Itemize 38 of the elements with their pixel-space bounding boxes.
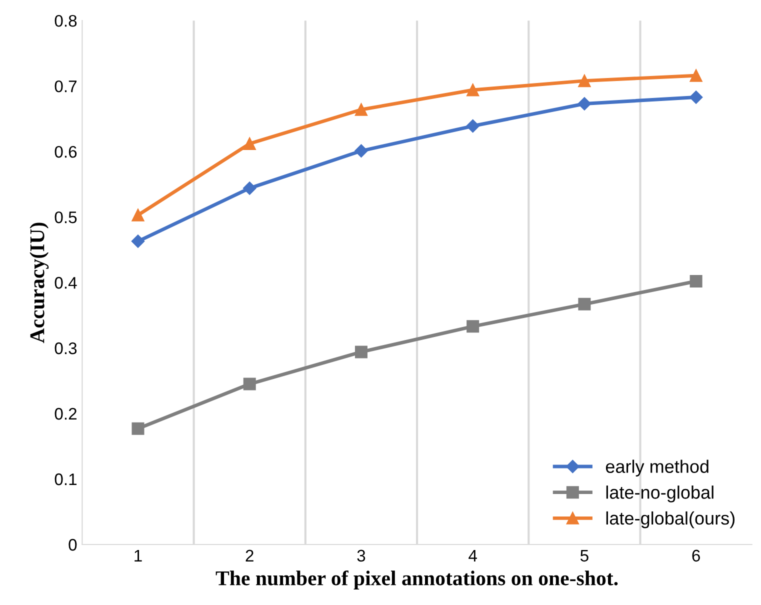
y-tick-label: 0: [68, 538, 77, 551]
point: [132, 422, 144, 435]
point: [243, 378, 256, 390]
point: [689, 90, 703, 104]
y-tick-label: 0.8: [54, 14, 77, 27]
point: [354, 144, 368, 158]
point: [466, 119, 480, 133]
x-tick-label: 3: [357, 550, 366, 562]
y-tick-label: 0.6: [54, 146, 77, 158]
point: [690, 274, 702, 288]
point: [466, 320, 480, 333]
y-tick-label: 0.5: [54, 211, 77, 224]
y-tick-label: 0.1: [54, 473, 77, 486]
point: [578, 74, 591, 88]
point: [690, 69, 702, 82]
point: [354, 103, 368, 116]
point: [466, 84, 480, 96]
point: [131, 234, 145, 248]
y-tick-label: 0.2: [54, 408, 76, 420]
point: [578, 97, 592, 110]
legend-label: late-global(ours): [606, 511, 735, 528]
x-tick-label: 6: [692, 550, 700, 562]
point: [354, 346, 368, 358]
x-tick-label: 5: [580, 550, 588, 562]
point: [243, 137, 256, 150]
y-tick-label: 0.7: [54, 80, 76, 92]
x-tick-label: 1: [134, 550, 142, 562]
point: [578, 298, 591, 310]
legend-label: late-no-global: [606, 486, 714, 502]
x-tick-label: 2: [246, 550, 254, 562]
point: [132, 208, 144, 222]
x-axis-title: The number of pixel annotations on one-shot.: [216, 570, 618, 590]
legend-label: early method: [606, 460, 708, 477]
point: [243, 182, 256, 195]
y-axis-title: Accuracy(IU): [30, 222, 49, 344]
y-tick-label: 0.4: [54, 276, 77, 289]
x-tick-label: 4: [468, 550, 477, 562]
y-tick-label: 0.3: [54, 342, 77, 354]
